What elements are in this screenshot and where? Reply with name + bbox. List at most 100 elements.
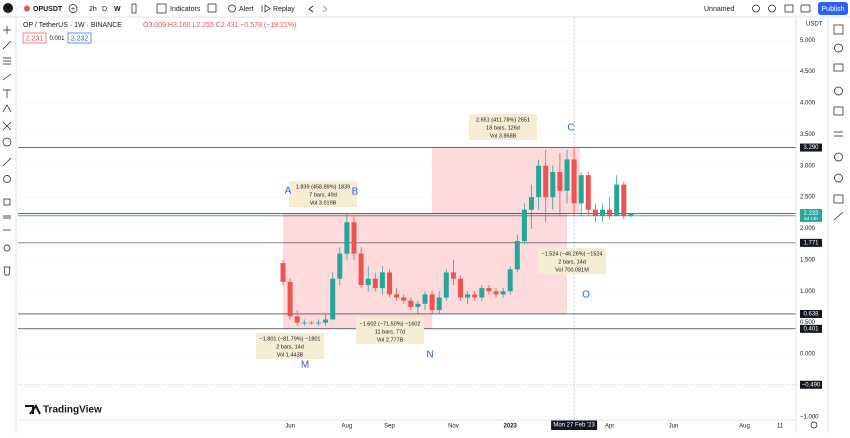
notifications-icon[interactable] (833, 194, 844, 204)
level-flag (800, 324, 822, 333)
measure-label: 1.839 (458.89%) 1839 (296, 184, 350, 190)
y-tick-label: 0.000 (800, 352, 816, 358)
alert-icon[interactable] (228, 4, 236, 13)
level-flag (800, 238, 822, 247)
measure-label: Vol 700.081M (555, 267, 589, 273)
brush-tool[interactable] (2, 73, 12, 81)
data-window-icon[interactable] (833, 63, 844, 72)
lock-tool[interactable] (3, 215, 11, 219)
undo[interactable] (308, 5, 314, 13)
y-tick-label: 4.000 (800, 101, 816, 107)
prediction-tool[interactable] (2, 121, 12, 131)
level-label: 1.771 (803, 240, 819, 246)
compare-button[interactable] (68, 4, 78, 13)
measure-tool[interactable] (2, 157, 12, 167)
snapshot-icon[interactable] (800, 4, 811, 13)
sell-price: 2.231 (26, 35, 44, 42)
trendline-tool[interactable] (2, 40, 12, 50)
publish-button[interactable] (818, 2, 848, 15)
candle-body (443, 272, 449, 298)
candle-body (529, 197, 534, 210)
level-label: −0.490 (802, 382, 821, 388)
candle-body (450, 272, 456, 279)
buy-box[interactable] (67, 32, 92, 44)
candle-body (365, 278, 371, 285)
x-tick-label: Aug (342, 424, 353, 430)
measure-label: Vol 3.019B (310, 200, 337, 206)
candle-body (550, 172, 556, 198)
watchlist-icon[interactable] (833, 24, 844, 35)
help-icon[interactable] (833, 211, 844, 221)
pattern-point: N (426, 350, 433, 361)
candle-body (600, 209, 605, 216)
candle-body (429, 294, 435, 311)
y-tick-label: 4.500 (800, 69, 816, 75)
measure-label: 18 bars, 126d (486, 125, 520, 131)
settings-icon[interactable] (810, 421, 818, 429)
replay-icon[interactable] (261, 4, 271, 13)
zoom-tool[interactable] (3, 175, 11, 183)
candle-body (422, 294, 428, 304)
candle-body (607, 209, 613, 216)
countdown: 5d 13h (804, 216, 818, 221)
candle-body (415, 303, 421, 307)
measure-label: Vol 2.777B (377, 337, 404, 343)
delete-tool[interactable] (3, 266, 11, 276)
fullscreen-icon[interactable] (784, 4, 794, 13)
measure-label: −1.801 (−81.79%) −1801 (259, 336, 320, 342)
pattern-point: C (567, 123, 574, 134)
cursor-tool[interactable] (3, 26, 11, 34)
redo[interactable] (322, 5, 328, 13)
text-tool[interactable] (3, 89, 11, 98)
candle-body (301, 322, 307, 324)
streams-icon[interactable] (834, 173, 843, 183)
candle-body (294, 316, 300, 323)
x-tick-label: Nov (448, 424, 459, 430)
symbol[interactable]: OPUSDT (33, 6, 63, 13)
measure-label: Vol 3.868B (490, 133, 517, 139)
interval[interactable]: W (114, 6, 121, 13)
indicators-icon[interactable] (156, 3, 167, 14)
measure-label: −1.602 (−71.50%) −1602 (359, 321, 420, 327)
indicators-button[interactable]: Indicators (170, 6, 201, 13)
alert-button[interactable]: Alert (239, 6, 253, 13)
y-tick-label: 3.000 (800, 163, 816, 169)
layout-name[interactable]: Unnamed (704, 6, 734, 13)
search-icon[interactable] (752, 4, 760, 13)
icon-tool[interactable] (2, 137, 12, 147)
fib-tool[interactable] (3, 57, 11, 65)
candle-body (571, 159, 577, 204)
chart-type-icon[interactable] (131, 3, 137, 14)
magnet-tool[interactable] (3, 198, 11, 206)
hotlist-icon[interactable] (834, 86, 843, 96)
avatar[interactable] (3, 3, 13, 13)
interval[interactable]: 2h (89, 6, 97, 13)
chat-icon[interactable] (834, 152, 843, 162)
calendar-icon[interactable] (833, 106, 844, 116)
candle-body (585, 175, 591, 210)
y-tick-label: 0.500 (800, 320, 816, 326)
interval[interactable]: D (102, 6, 107, 13)
candle-body (337, 253, 343, 279)
pattern-point: B (352, 187, 359, 198)
y-tick-label: 5.000 (800, 38, 816, 44)
y-tick-label: 3.500 (800, 132, 816, 138)
candle-body (521, 209, 527, 242)
candle-body (372, 278, 378, 289)
ideas-icon[interactable] (834, 131, 843, 137)
candle-body (358, 253, 364, 285)
templates-icon[interactable] (207, 3, 217, 13)
x-tick-label: Apr (605, 424, 614, 430)
measure-label: 7 bars, 49d (309, 192, 337, 198)
pattern-tool[interactable] (2, 104, 12, 113)
candle-body (436, 297, 442, 311)
visibility-tool[interactable] (3, 244, 11, 252)
alerts-icon[interactable] (834, 43, 843, 53)
measure-label-box (469, 114, 537, 140)
settings-icon[interactable] (768, 4, 776, 13)
x-tick-label: Jun (285, 424, 295, 430)
replay-button[interactable]: Replay (273, 6, 295, 13)
sell-box[interactable] (22, 32, 47, 44)
